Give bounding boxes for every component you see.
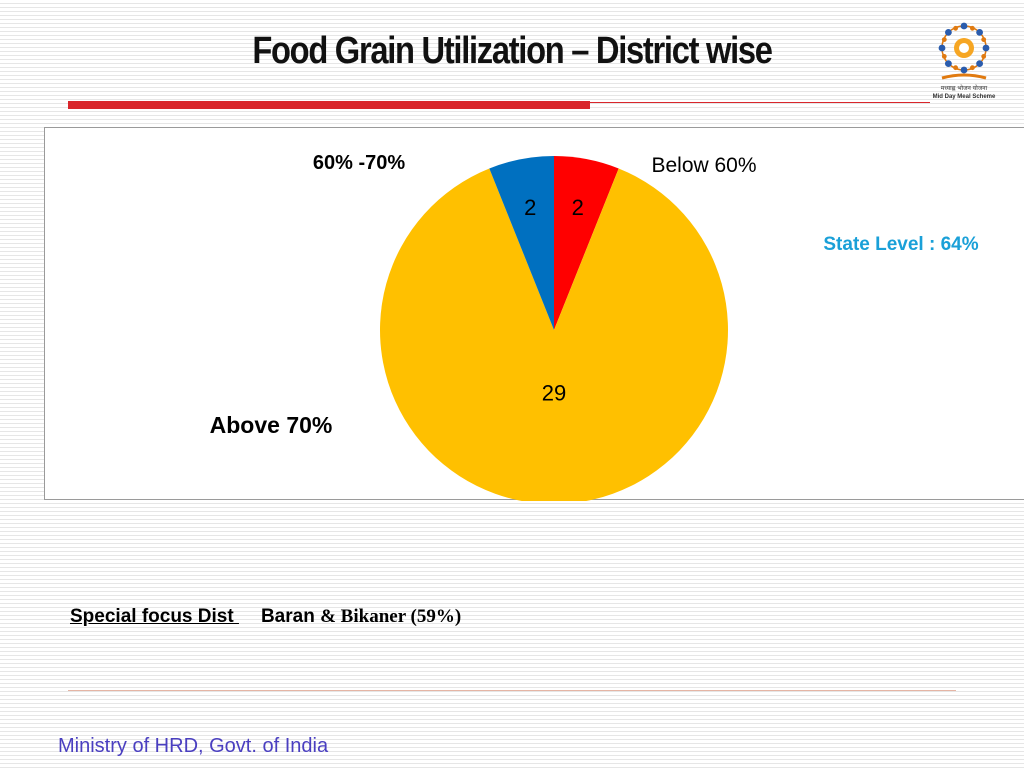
page-title: Food Grain Utilization – District wise: [252, 30, 773, 72]
pie-slice-above-70: [380, 168, 728, 501]
slice-label-above-70: Above 70%: [210, 412, 333, 438]
pie-slice-below-60: [554, 156, 619, 330]
pie-chart: 2 29 2 Below 60% Above 70% 60% -70% State …: [210, 152, 979, 501]
pie-slice-60-70: [489, 156, 554, 330]
slice-label-below-60: Below 60%: [651, 154, 756, 177]
special-focus-label: Special focus Dist: [70, 606, 239, 627]
state-level-annotation: State Level : 64%: [823, 234, 978, 255]
title-underline-thick: [68, 101, 590, 109]
title-underline-thin: [590, 102, 930, 103]
chart-area: 2 29 2 Below 60% Above 70% 60% -70% State …: [44, 127, 1024, 501]
slice-label-60-70: 60% -70%: [313, 152, 405, 174]
footer-divider: [68, 690, 956, 691]
slice-value-label: 2: [572, 195, 584, 220]
logo-caption-hindi: मध्याह्न भोजन योजना: [941, 84, 988, 92]
special-focus-district: Baran: [260, 606, 315, 627]
logo-caption-english: Mid Day Meal Scheme: [933, 94, 996, 100]
mid-day-meal-logo-icon: मध्याह्न भोजन योजना Mid Day Meal Scheme: [928, 18, 1000, 104]
slice-value-label: 2: [524, 195, 536, 220]
special-focus-detail: & Bikaner (59%): [320, 606, 462, 627]
slice-value-label: 29: [542, 381, 566, 406]
special-focus-line: Special focus Dist Baran & Bikaner (59%): [70, 606, 461, 628]
footer-text: Ministry of HRD, Govt. of India: [58, 735, 329, 757]
